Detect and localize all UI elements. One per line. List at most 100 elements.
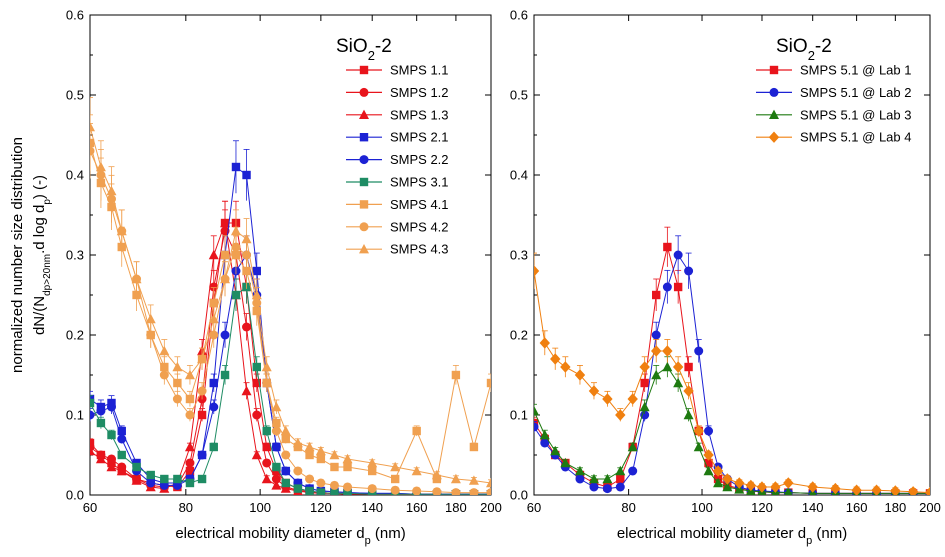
data-point [770, 481, 781, 493]
y-tick-label: 0.3 [66, 248, 84, 263]
data-point [271, 442, 281, 452]
data-point [807, 481, 818, 493]
data-point [343, 489, 352, 495]
data-point [262, 442, 271, 452]
data-point [651, 345, 662, 357]
data-point [704, 458, 713, 468]
data-point [172, 361, 183, 372]
data-point [330, 462, 339, 472]
legend-label: SMPS 5.1 @ Lab 1 [800, 63, 911, 78]
y-tick-label: 0.2 [510, 328, 528, 343]
data-point [146, 478, 156, 488]
data-point [209, 442, 218, 452]
data-point [693, 425, 704, 437]
series-line [90, 126, 491, 484]
data-point [117, 450, 126, 460]
data-point [305, 486, 314, 495]
data-point [90, 398, 95, 408]
data-point [146, 470, 155, 480]
chart-title: SiO2-2 [336, 36, 392, 63]
data-point [412, 486, 422, 495]
data-point [745, 479, 757, 492]
x-tick-label: 100 [249, 500, 271, 515]
data-point [305, 474, 315, 484]
data-point [252, 378, 261, 388]
legend-marker [359, 109, 369, 119]
data-point [316, 478, 326, 488]
data-point [316, 454, 326, 464]
series-group [534, 226, 930, 495]
data-point [783, 477, 794, 489]
data-point [251, 449, 262, 460]
data-point [145, 313, 156, 324]
x-tick-label: 140 [802, 500, 824, 515]
chart-panel-right: 0.0 0.1 0.2 0.3 0.4 0.5 0.6 60 80 100 120 140 160 180… [510, 8, 941, 548]
data-point [90, 138, 95, 148]
y-tick-label: 0.0 [66, 488, 84, 503]
data-point [281, 478, 290, 488]
data-point [251, 289, 262, 300]
data-point [684, 362, 693, 372]
data-point [694, 346, 704, 356]
legend-label: SMPS 4.3 [390, 242, 449, 257]
data-point [262, 378, 272, 388]
data-point [367, 484, 377, 494]
data-point [116, 465, 127, 476]
data-point [209, 298, 218, 308]
data-point [272, 418, 281, 428]
data-point [550, 353, 561, 365]
data-point [197, 353, 208, 364]
data-point [534, 265, 540, 277]
y-tick-label: 0.5 [66, 88, 84, 103]
series-smps-4-3 [90, 97, 491, 488]
data-point [652, 290, 661, 300]
series-line [534, 270, 930, 494]
legend-label: SMPS 5.1 @ Lab 3 [800, 107, 911, 122]
data-point [90, 121, 95, 132]
data-point [431, 469, 442, 480]
data-point [220, 330, 230, 340]
data-point [271, 474, 281, 484]
legend-item: SMPS 5.1 @ Lab 3 [756, 107, 911, 122]
data-point [261, 473, 272, 484]
series-smps-5-1-lab-2 [534, 235, 930, 495]
data-point [96, 406, 106, 416]
data-point [890, 485, 901, 495]
x-axis-title-subscript: p [806, 535, 812, 547]
data-point [116, 225, 127, 236]
legend-marker [359, 87, 369, 97]
data-point [106, 454, 116, 464]
data-point [411, 465, 422, 476]
data-point [673, 250, 683, 260]
legend-marker [769, 65, 779, 75]
x-tick-label: 80 [179, 500, 193, 515]
data-point [106, 461, 117, 472]
x-axis-title-main: electrical mobility diameter d [175, 525, 364, 542]
data-point [703, 465, 714, 476]
data-point [640, 410, 650, 420]
data-point [343, 462, 352, 472]
y-axis-title-part: .d log d [31, 205, 48, 254]
x-axis-title-suffix: (nm) [812, 525, 847, 542]
data-point [450, 473, 461, 484]
data-point [131, 475, 142, 485]
data-point [469, 442, 479, 452]
x-tick-label: 200 [480, 500, 502, 515]
data-point [560, 457, 571, 468]
legend-label: SMPS 1.2 [390, 85, 449, 100]
data-point [329, 449, 340, 460]
legend-label: SMPS 4.2 [390, 219, 449, 234]
legend-item: SMPS 4.2 [346, 219, 449, 234]
data-point [756, 481, 768, 493]
data-point [173, 474, 182, 484]
legend-marker [769, 109, 779, 119]
data-point [329, 480, 339, 490]
data-point [293, 466, 303, 476]
data-point [602, 393, 613, 405]
legend-item: SMPS 5.1 @ Lab 1 [756, 63, 911, 78]
series-smps-5-1-lab-3 [534, 356, 930, 495]
y-tick-label: 0.0 [510, 488, 528, 503]
data-point [96, 418, 106, 428]
data-point [106, 402, 116, 412]
x-tick-label: 60 [527, 500, 541, 515]
